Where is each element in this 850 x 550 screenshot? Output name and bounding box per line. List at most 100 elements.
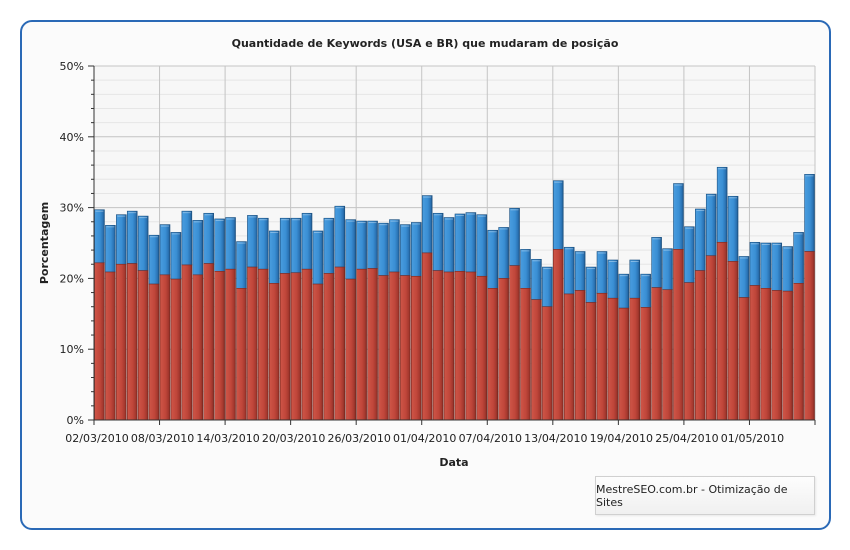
bar-segment-red[interactable]	[105, 271, 116, 421]
bar-segment-blue[interactable]	[367, 220, 378, 269]
bar-segment-blue[interactable]	[673, 183, 684, 250]
bar-segment-red[interactable]	[563, 293, 575, 421]
bar-segment-red[interactable]	[378, 275, 389, 421]
bar-segment-red[interactable]	[159, 274, 171, 421]
bar-segment-blue[interactable]	[585, 266, 597, 303]
bar-segment-red[interactable]	[301, 268, 313, 421]
bar-segment-blue[interactable]	[148, 234, 160, 285]
bar-segment-blue[interactable]	[323, 217, 335, 274]
bar-segment-blue[interactable]	[137, 215, 149, 271]
bar-segment-red[interactable]	[258, 268, 269, 421]
bar-segment-blue[interactable]	[760, 242, 772, 289]
bar-segment-red[interactable]	[651, 287, 662, 421]
bar-segment-blue[interactable]	[476, 214, 488, 277]
bar-segment-red[interactable]	[268, 283, 280, 421]
bar-segment-blue[interactable]	[487, 229, 498, 289]
bar-segment-red[interactable]	[432, 270, 444, 421]
bar-segment-blue[interactable]	[214, 218, 225, 272]
bar-segment-red[interactable]	[454, 271, 466, 421]
bar-segment-red[interactable]	[465, 271, 477, 421]
bar-segment-red[interactable]	[247, 266, 258, 421]
bar-segment-blue[interactable]	[695, 208, 706, 271]
bar-segment-red[interactable]	[214, 271, 225, 421]
bar-segment-blue[interactable]	[192, 220, 204, 276]
bar-segment-blue[interactable]	[651, 237, 662, 288]
bar-segment-blue[interactable]	[312, 230, 324, 285]
bar-segment-red[interactable]	[695, 270, 706, 421]
bar-segment-blue[interactable]	[705, 193, 717, 257]
bar-segment-blue[interactable]	[279, 217, 291, 274]
bar-segment-blue[interactable]	[443, 217, 455, 273]
bar-segment-blue[interactable]	[509, 208, 520, 266]
bar-segment-red[interactable]	[181, 264, 193, 421]
bar-segment-red[interactable]	[279, 273, 291, 421]
bar-segment-red[interactable]	[367, 268, 378, 421]
bar-segment-red[interactable]	[116, 263, 127, 421]
bar-segment-blue[interactable]	[596, 251, 608, 294]
bar-segment-blue[interactable]	[542, 266, 553, 308]
bar-segment-red[interactable]	[793, 283, 804, 421]
bar-segment-red[interactable]	[421, 252, 433, 421]
bar-segment-blue[interactable]	[290, 217, 302, 274]
bar-segment-blue[interactable]	[159, 224, 171, 276]
bar-segment-blue[interactable]	[225, 217, 236, 270]
bar-segment-red[interactable]	[312, 283, 324, 421]
bar-segment-red[interactable]	[443, 271, 455, 421]
credit-box[interactable]: MestreSEO.com.br - Otimização de Sites	[595, 476, 815, 515]
bar-segment-red[interactable]	[323, 273, 335, 421]
bar-segment-blue[interactable]	[334, 205, 346, 268]
bar-segment-red[interactable]	[673, 249, 684, 421]
bar-segment-blue[interactable]	[662, 248, 673, 291]
bar-segment-blue[interactable]	[258, 217, 269, 270]
bar-segment-blue[interactable]	[301, 212, 313, 270]
bar-segment-blue[interactable]	[116, 214, 127, 265]
bar-segment-red[interactable]	[498, 278, 509, 421]
bar-segment-red[interactable]	[749, 285, 761, 421]
bar-segment-blue[interactable]	[105, 225, 116, 273]
bar-segment-red[interactable]	[618, 307, 630, 421]
bar-segment-red[interactable]	[170, 278, 182, 421]
bar-segment-blue[interactable]	[553, 180, 564, 250]
bar-segment-red[interactable]	[290, 272, 302, 421]
bar-segment-red[interactable]	[640, 307, 651, 421]
bar-segment-red[interactable]	[411, 275, 422, 421]
bar-segment-red[interactable]	[345, 278, 356, 421]
bar-segment-red[interactable]	[531, 299, 542, 421]
bar-segment-blue[interactable]	[640, 273, 651, 308]
bar-segment-red[interactable]	[662, 289, 673, 421]
bar-segment-blue[interactable]	[782, 246, 793, 292]
bar-segment-blue[interactable]	[618, 273, 630, 309]
bar-segment-blue[interactable]	[738, 256, 750, 298]
bar-segment-blue[interactable]	[236, 241, 247, 289]
bar-segment-red[interactable]	[126, 263, 138, 421]
bar-segment-blue[interactable]	[804, 174, 815, 252]
bar-segment-red[interactable]	[705, 255, 717, 421]
bar-segment-red[interactable]	[487, 288, 498, 421]
bar-segment-red[interactable]	[389, 271, 400, 421]
bar-segment-red[interactable]	[236, 288, 247, 421]
bar-segment-red[interactable]	[716, 241, 728, 421]
bar-segment-red[interactable]	[356, 268, 367, 421]
bar-segment-red[interactable]	[148, 283, 160, 421]
bar-segment-blue[interactable]	[607, 259, 619, 299]
bar-segment-blue[interactable]	[345, 219, 356, 280]
bar-segment-red[interactable]	[727, 261, 739, 421]
bar-segment-blue[interactable]	[520, 249, 531, 289]
bar-segment-blue[interactable]	[771, 242, 783, 291]
bar-segment-blue[interactable]	[400, 224, 411, 276]
bar-segment-red[interactable]	[400, 275, 411, 421]
bar-segment-red[interactable]	[137, 270, 149, 421]
bar-segment-blue[interactable]	[170, 232, 182, 280]
bar-segment-blue[interactable]	[727, 195, 739, 262]
bar-segment-red[interactable]	[192, 274, 204, 421]
bar-segment-blue[interactable]	[793, 232, 804, 284]
bar-segment-blue[interactable]	[389, 219, 400, 273]
bar-segment-red[interactable]	[782, 290, 793, 421]
bar-segment-red[interactable]	[804, 251, 815, 421]
bar-segment-red[interactable]	[596, 292, 608, 421]
bar-segment-blue[interactable]	[563, 246, 575, 295]
bar-segment-blue[interactable]	[247, 215, 258, 268]
bar-segment-blue[interactable]	[574, 251, 586, 291]
bar-segment-red[interactable]	[509, 265, 520, 421]
bar-segment-red[interactable]	[585, 302, 597, 421]
